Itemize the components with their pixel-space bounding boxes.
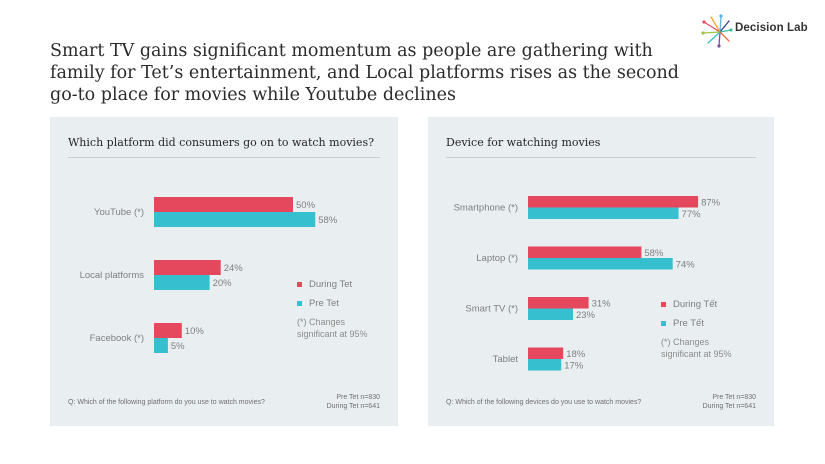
logo-text: Decision Lab <box>735 22 808 34</box>
category-label-smartphone: Smartphone (*) <box>454 203 518 214</box>
chart-legend: During Tết Pre Tết (*) Changes significa… <box>661 295 751 360</box>
legend-label-during: During Tet <box>309 279 352 290</box>
significance-note: (*) Changes significant at 95% <box>661 336 751 360</box>
data-label-local-platforms-pre: 20% <box>213 278 233 289</box>
legend-item-during: During Tet <box>297 275 387 294</box>
data-label-smartphone-pre: 77% <box>682 209 702 220</box>
sample-size-pre: Pre Tet n=830 <box>703 393 756 402</box>
bar-laptop-pre <box>528 258 673 270</box>
legend-label-pre: Pre Tet <box>309 298 339 309</box>
data-label-facebook-pre: 5% <box>171 341 185 352</box>
category-label-local-platforms: Local platforms <box>80 270 145 281</box>
sample-size-during: During Tet n=641 <box>327 402 380 411</box>
device-chart-panel: Device for watching movies Smartphone (*… <box>428 117 774 426</box>
category-label-laptop: Laptop (*) <box>476 253 518 264</box>
chart-legend: During Tet Pre Tet (*) Changes significa… <box>297 275 387 340</box>
category-label-tablet: Tablet <box>493 354 519 365</box>
data-label-tablet-during: 18% <box>566 349 586 360</box>
legend-swatch-pre <box>297 301 302 306</box>
device-bar-chart: Smartphone (*) 87%77% Laptop (*) 58% 74% Smar… <box>428 117 774 426</box>
legend-item-during: During Tết <box>661 295 751 314</box>
significance-note: (*) Changes significant at 95% <box>297 316 387 340</box>
bar-smart-tv-during <box>528 297 589 309</box>
data-label-youtube-during: 50% <box>296 200 316 211</box>
sample-size-during: During Tet n=641 <box>703 402 756 411</box>
bar-facebook-during <box>154 323 182 338</box>
data-label-tablet-pre: 17% <box>564 360 584 371</box>
bar-smartphone-during <box>528 196 698 208</box>
data-label-local-platforms-during: 24% <box>224 263 244 274</box>
legend-swatch-pre <box>661 321 666 326</box>
data-label-facebook-during: 10% <box>185 326 205 337</box>
sample-size: Pre Tet n=830 During Tet n=641 <box>703 393 756 411</box>
category-label-smart-tv: Smart TV (*) <box>465 304 518 315</box>
data-label-smartphone-during: 87% <box>701 197 721 208</box>
data-label-smart-tv-pre: 23% <box>576 310 596 321</box>
survey-question: Q: Which of the following platform do yo… <box>68 399 265 406</box>
bar-smartphone-pre <box>528 208 679 220</box>
bar-smart-tv-pre <box>528 309 573 321</box>
bar-facebook-pre <box>154 338 168 353</box>
legend-label-during: During Tết <box>673 299 717 310</box>
legend-item-pre: Pre Tet <box>297 294 387 313</box>
legend-swatch-during <box>297 282 302 287</box>
category-label-facebook: Facebook (*) <box>90 333 144 344</box>
bar-youtube-during <box>154 197 293 212</box>
sample-size: Pre Tet n=830 During Tet n=641 <box>327 393 380 411</box>
category-label-youtube: YouTube (*) <box>94 207 144 218</box>
bar-youtube-pre <box>154 212 315 227</box>
bar-laptop-during <box>528 247 641 259</box>
bar-tablet-during <box>528 348 563 360</box>
platform-chart-panel: Which platform did consumers go on to wa… <box>50 117 398 426</box>
bar-local-platforms-during <box>154 260 221 275</box>
bar-tablet-pre <box>528 359 561 371</box>
legend-item-pre: Pre Tết <box>661 314 751 333</box>
legend-swatch-during <box>661 302 666 307</box>
data-label-laptop-during: 58% <box>644 248 664 259</box>
survey-question: Q: Which of the following devices do you… <box>446 399 641 406</box>
bar-local-platforms-pre <box>154 275 210 290</box>
platform-bar-chart: YouTube (*) 50%58% Local platforms 24% 20% Fa… <box>50 117 398 426</box>
data-label-laptop-pre: 74% <box>676 259 696 270</box>
data-label-smart-tv-during: 31% <box>592 298 612 309</box>
sample-size-pre: Pre Tet n=830 <box>327 393 380 402</box>
legend-label-pre: Pre Tết <box>673 318 704 329</box>
data-label-youtube-pre: 58% <box>318 215 338 226</box>
page-headline: Smart TV gains significant momentum as p… <box>50 40 710 106</box>
